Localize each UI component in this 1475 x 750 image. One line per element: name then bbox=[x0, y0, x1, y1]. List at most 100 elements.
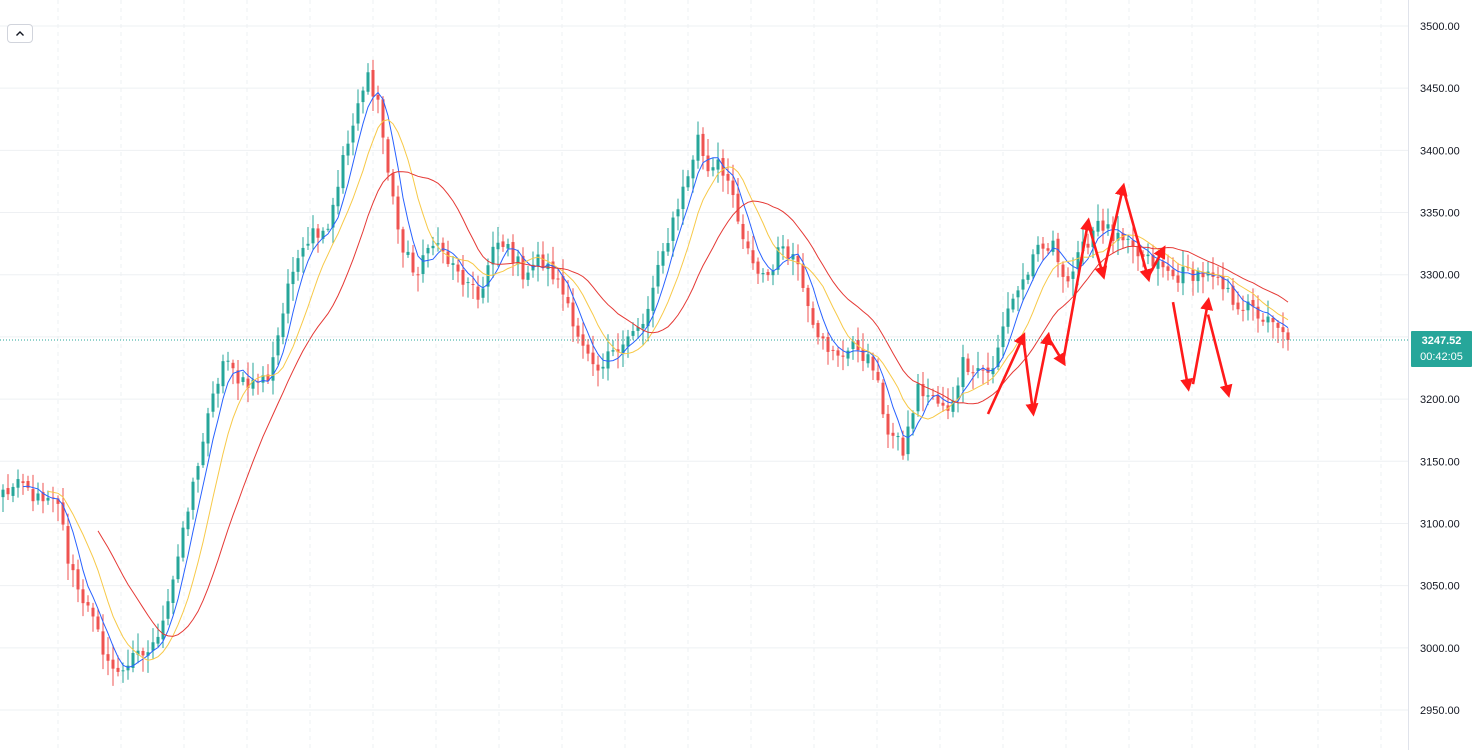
candle-body bbox=[191, 481, 195, 510]
candle-body bbox=[936, 395, 940, 404]
candle-body bbox=[331, 204, 335, 228]
candle-body bbox=[871, 356, 875, 371]
candle-body bbox=[146, 652, 150, 656]
candle-body bbox=[1086, 243, 1090, 248]
candle-body bbox=[261, 375, 265, 383]
candle-body bbox=[1261, 319, 1265, 322]
candle-body bbox=[46, 497, 50, 501]
candle-body bbox=[421, 255, 425, 274]
candle-body bbox=[6, 488, 10, 495]
candle-body bbox=[431, 245, 435, 249]
candle-body bbox=[521, 255, 525, 280]
candle-body bbox=[406, 251, 410, 255]
candle-body bbox=[801, 264, 805, 288]
candle-body bbox=[666, 243, 670, 252]
candle-body bbox=[746, 241, 750, 249]
candle-body bbox=[366, 72, 370, 92]
trend-arrow-annotations bbox=[986, 182, 1233, 417]
candle-body bbox=[281, 313, 285, 338]
candle-body bbox=[271, 357, 275, 381]
candle-body bbox=[586, 344, 590, 354]
candle-body bbox=[1031, 254, 1035, 277]
candle-body bbox=[626, 336, 630, 347]
candle-body bbox=[996, 347, 1000, 368]
candle-body bbox=[546, 263, 550, 270]
candle-body bbox=[631, 331, 635, 336]
candle-body bbox=[16, 479, 20, 488]
candle-body bbox=[691, 159, 695, 179]
candle-body bbox=[1246, 301, 1250, 311]
candle-body bbox=[1076, 252, 1080, 270]
candle-body bbox=[751, 250, 755, 264]
candle-body bbox=[991, 368, 995, 375]
candle-body bbox=[321, 230, 325, 239]
candle-body bbox=[121, 670, 125, 672]
candle-body bbox=[741, 223, 745, 240]
candle-body bbox=[1216, 276, 1220, 278]
candle-body bbox=[966, 358, 970, 373]
candle-body bbox=[886, 413, 890, 435]
candle-body bbox=[1101, 220, 1105, 231]
candle-body bbox=[66, 526, 70, 564]
candle-body bbox=[91, 607, 95, 617]
candle-body bbox=[1026, 274, 1030, 280]
candle-body bbox=[611, 350, 615, 352]
candle-body bbox=[591, 352, 595, 365]
candle-body bbox=[501, 241, 505, 247]
candle-body bbox=[476, 286, 480, 300]
candle-body bbox=[986, 367, 990, 373]
candle-body bbox=[391, 173, 395, 197]
candle-body bbox=[1006, 308, 1010, 327]
candle-body bbox=[226, 360, 230, 362]
candle-body bbox=[906, 426, 910, 455]
candle-body bbox=[701, 133, 705, 156]
candle-body bbox=[1241, 309, 1245, 311]
candle-body bbox=[1166, 266, 1170, 271]
candle-body bbox=[416, 274, 420, 276]
candle-body bbox=[846, 350, 850, 359]
candle-body bbox=[896, 436, 900, 438]
candle-body bbox=[201, 441, 205, 466]
y-tick-label: 3500.00 bbox=[1420, 21, 1460, 33]
candle-body bbox=[596, 364, 600, 371]
candle-body bbox=[821, 336, 825, 339]
chart-grid bbox=[0, 0, 1408, 750]
candle-body bbox=[601, 366, 605, 369]
candle-body bbox=[286, 283, 290, 314]
trend-arrow bbox=[1171, 301, 1194, 392]
candle-body bbox=[166, 601, 170, 619]
candle-body bbox=[1201, 272, 1205, 278]
candle-body bbox=[151, 642, 155, 651]
candle-body bbox=[301, 247, 305, 257]
candle-body bbox=[706, 155, 710, 172]
candle-body bbox=[1, 489, 5, 498]
candle-body bbox=[181, 527, 185, 558]
candle-body bbox=[1171, 269, 1175, 277]
candle-body bbox=[81, 589, 85, 604]
candle-body bbox=[186, 511, 190, 530]
candle-body bbox=[101, 631, 105, 655]
candle-body bbox=[876, 371, 880, 381]
candle-body bbox=[351, 125, 355, 143]
candle-body bbox=[361, 90, 365, 103]
collapse-button[interactable] bbox=[7, 24, 33, 43]
candle-body bbox=[466, 282, 470, 284]
candle-body bbox=[71, 564, 75, 571]
candle-body bbox=[921, 383, 925, 397]
candle-body bbox=[1221, 276, 1225, 290]
moving-average-line bbox=[97, 171, 1289, 637]
candle-body bbox=[1151, 254, 1155, 267]
candle-body bbox=[1251, 299, 1255, 307]
candle-body bbox=[371, 69, 375, 97]
candle-body bbox=[1046, 248, 1050, 251]
candle-body bbox=[761, 273, 765, 275]
trend-arrow bbox=[1061, 217, 1094, 363]
candle-body bbox=[671, 217, 675, 241]
last-price-label: 3247.52 bbox=[1421, 334, 1462, 347]
candle-body bbox=[1066, 276, 1070, 282]
candle-body bbox=[86, 602, 90, 606]
candle-body bbox=[971, 372, 975, 374]
moving-average-line bbox=[47, 119, 1289, 661]
candle-body bbox=[1011, 298, 1015, 310]
